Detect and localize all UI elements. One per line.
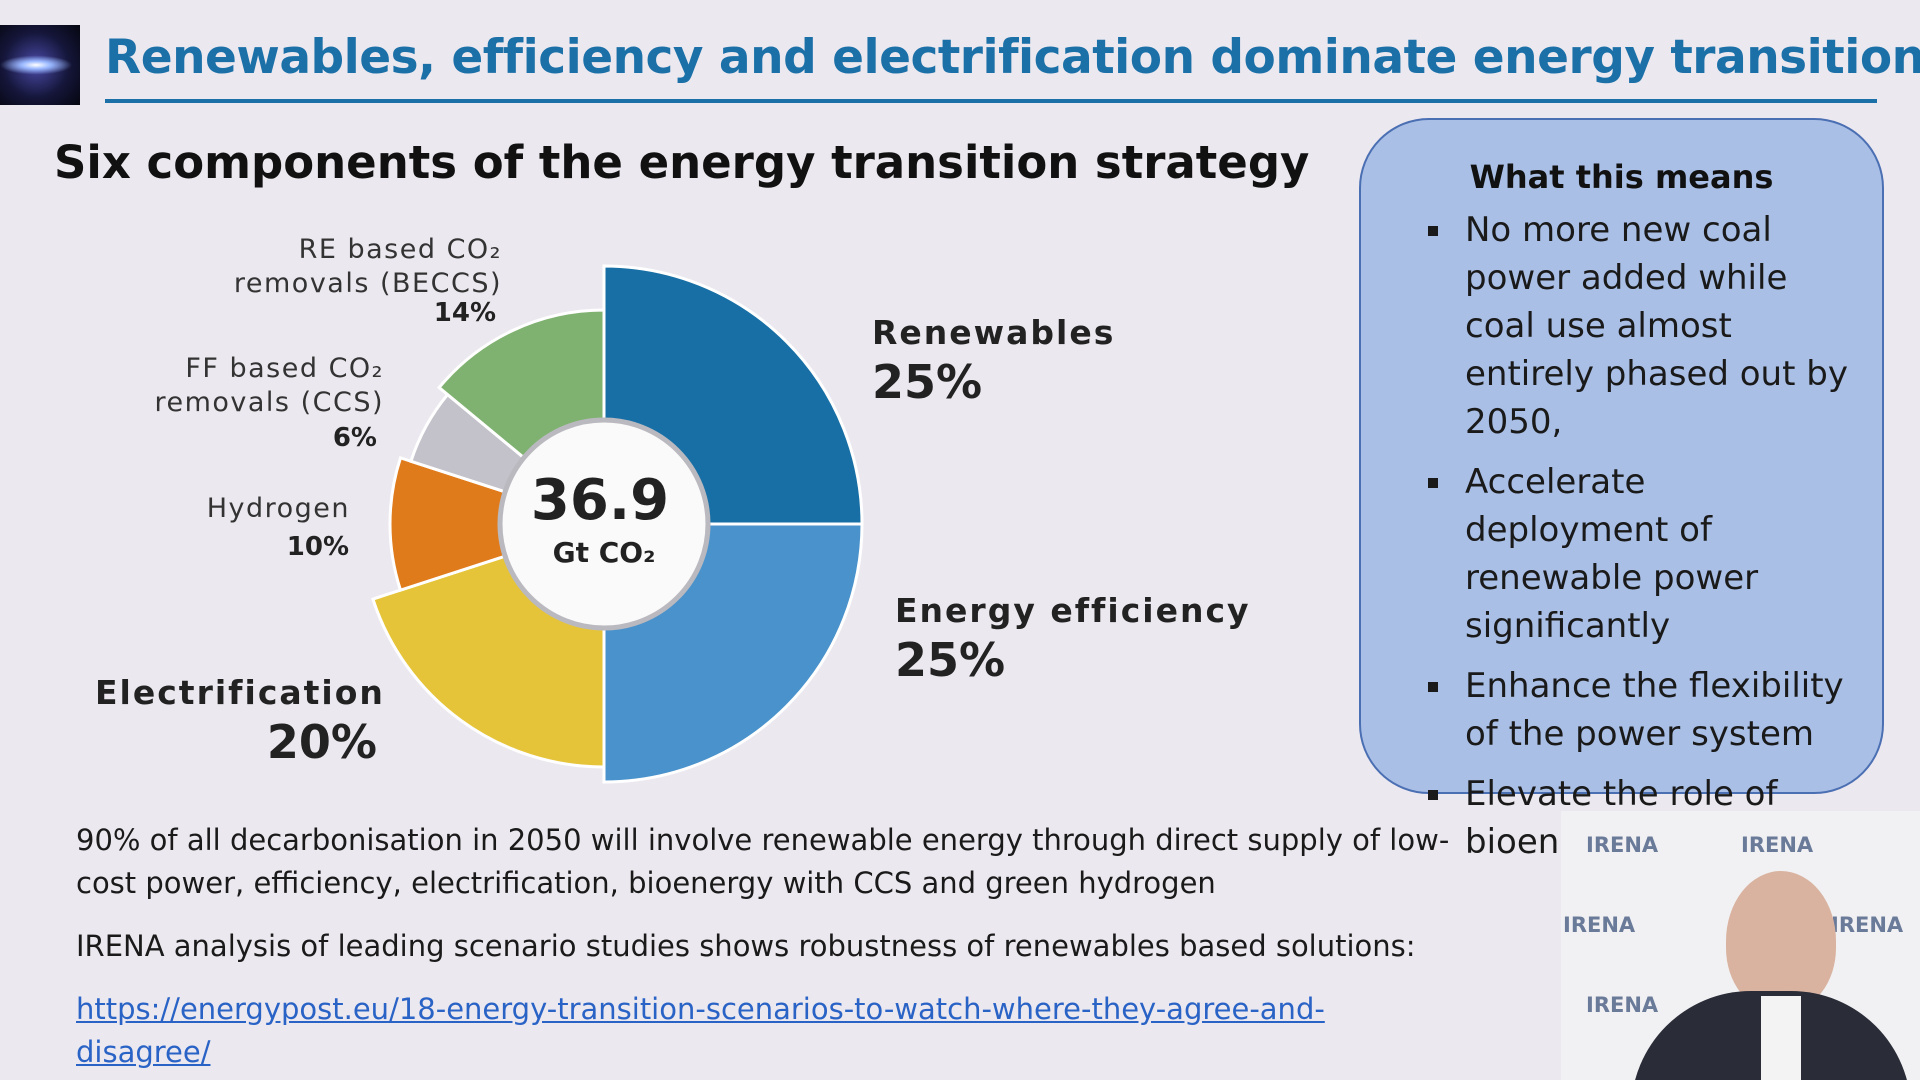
bullet-list: No more new coal power added while coal …	[1361, 206, 1882, 866]
slice-value: 10%	[286, 532, 349, 562]
slice-value: 25%	[872, 355, 983, 409]
watermark: IRENA	[1586, 993, 1659, 1017]
watermark: IRENA	[1563, 913, 1636, 937]
center-unit: Gt CO₂	[553, 536, 656, 569]
slice-label: Hydrogen	[206, 493, 350, 524]
slice-value: 25%	[895, 633, 1006, 687]
slice-value: 6%	[332, 423, 377, 453]
video-feed: IRENA IRENA IRENA IRENA IRENA	[1561, 811, 1920, 1080]
slice-label: Renewables	[872, 313, 1116, 352]
center-disc	[497, 417, 711, 631]
slice-value: 14%	[433, 298, 496, 328]
summary-panel: What this means No more new coal power a…	[1359, 118, 1884, 862]
chart-title: Six components of the energy transition …	[54, 136, 1310, 189]
person-head	[1726, 871, 1836, 1011]
person-shirt	[1761, 996, 1801, 1080]
donut-chart: 36.9Gt CO₂	[371, 264, 864, 784]
note: IRENA analysis of leading scenario studi…	[76, 929, 1416, 963]
bullet: Enhance the flexibility of the power sys…	[1455, 662, 1852, 758]
slide-title: Renewables, efficiency and electrificati…	[105, 30, 1920, 85]
watermark: IRENA	[1831, 913, 1904, 937]
watermark: IRENA	[1586, 833, 1659, 857]
title-rule	[105, 99, 1877, 103]
panel-title: What this means	[1469, 158, 1774, 196]
bullet: Accelerate deployment of renewable power…	[1455, 458, 1852, 650]
link[interactable]: https://energypost.eu/18-energy-transiti…	[76, 992, 1325, 1069]
note: 90% of all decarbonisation in 2050 will …	[76, 823, 1450, 900]
slice-label: Energy efficiency	[895, 591, 1251, 630]
watermark: IRENA	[1741, 833, 1814, 857]
slice-label: RE based CO₂ removals (BECCS)	[233, 234, 502, 299]
center-value: 36.9	[531, 468, 669, 533]
slice-label: Electrification	[95, 673, 385, 712]
bullet: No more new coal power added while coal …	[1455, 206, 1852, 446]
slice-label: FF based CO₂ removals (CCS)	[154, 353, 384, 418]
logo	[0, 25, 80, 105]
slice-value: 20%	[266, 715, 377, 769]
